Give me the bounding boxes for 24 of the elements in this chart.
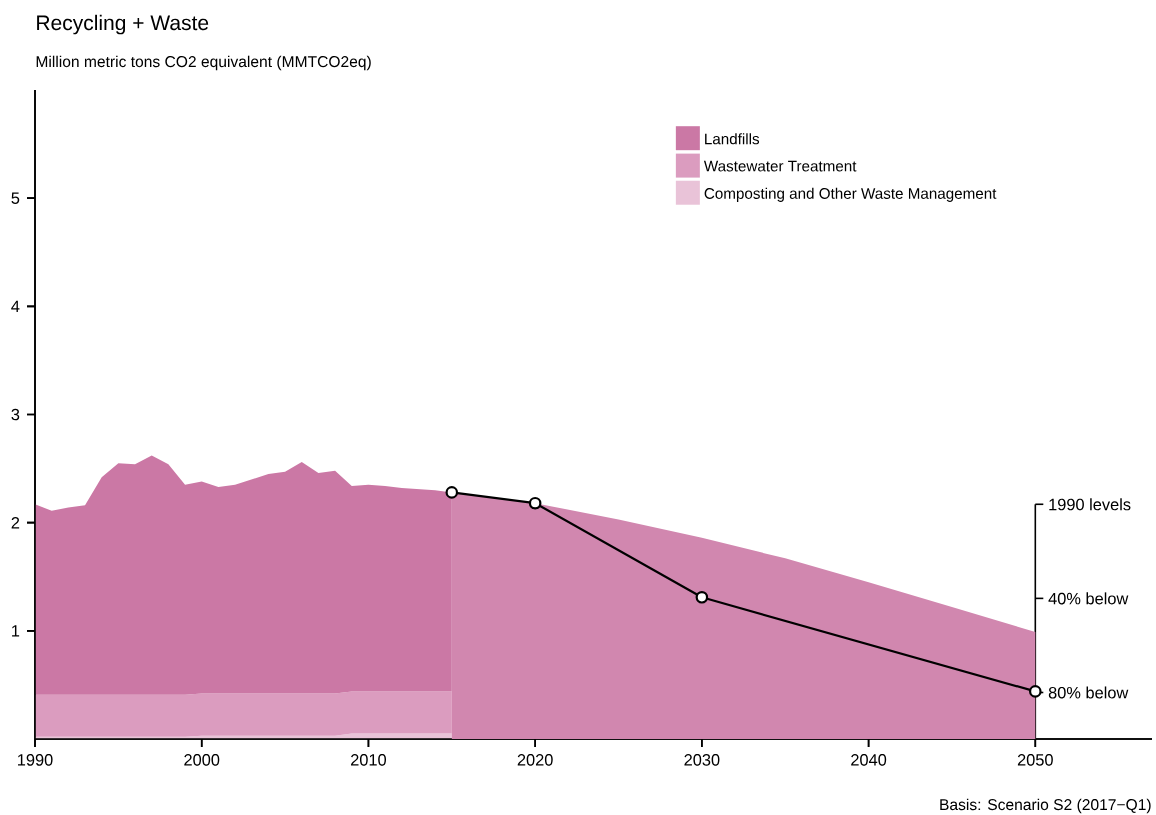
text: Basis: Scenario S2 (2017−Q1) — [940, 798, 1151, 814]
x-tick-label: 1990 — [18, 754, 53, 766]
x-tick-label: 2000 — [184, 754, 220, 766]
y-tick-label: 3 — [11, 408, 20, 421]
point — [445, 486, 459, 499]
point — [528, 496, 542, 510]
legend-label: Composting and Other Waste Management — [704, 187, 997, 202]
ref-line-label: 1990 levels — [1049, 498, 1131, 511]
ref-line-label: 40% below — [1048, 592, 1129, 605]
chart-title: Recycling + Waste — [37, 14, 209, 35]
chart-subtitle: Million metric tons CO2 equivalent (MMTCO2eq) — [36, 55, 371, 71]
y-tick-label: 2 — [11, 516, 20, 529]
x-tick-label: 2050 — [1017, 754, 1053, 766]
legend-label: Landfills — [705, 133, 760, 145]
x-tick-label: 2030 — [684, 754, 720, 766]
x-tick-label: 2020 — [517, 754, 553, 766]
x-tick-label: 2040 — [851, 754, 887, 766]
ref-line-label: 80% below — [1048, 686, 1129, 699]
point — [695, 591, 709, 604]
legend-label: Wastewater Treatment — [703, 160, 857, 172]
y-tick-label: 4 — [11, 300, 20, 312]
y-tick-label: 1 — [12, 625, 20, 637]
y-tick-label: 5 — [11, 192, 20, 204]
x-tick-label: 2010 — [351, 754, 387, 766]
